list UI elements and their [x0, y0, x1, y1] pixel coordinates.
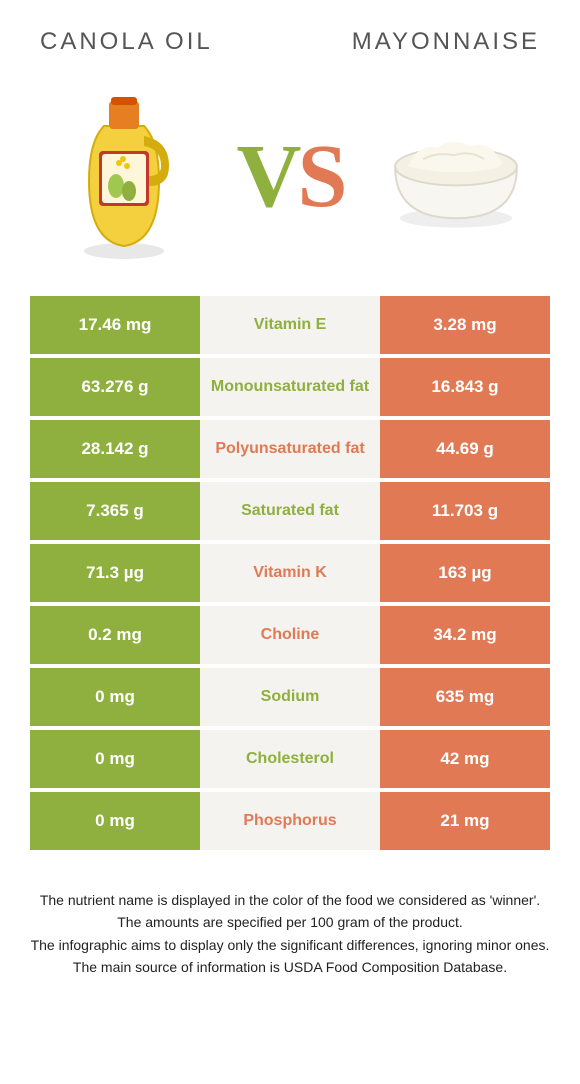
images-row: VS	[0, 76, 580, 296]
table-row: 0.2 mgCholine34.2 mg	[30, 606, 550, 664]
table-row: 28.142 gPolyunsaturated fat44.69 g	[30, 420, 550, 478]
left-value: 28.142 g	[30, 420, 200, 478]
right-value: 163 µg	[380, 544, 550, 602]
left-value: 17.46 mg	[30, 296, 200, 354]
right-value: 11.703 g	[380, 482, 550, 540]
left-value: 63.276 g	[30, 358, 200, 416]
table-row: 0 mgCholesterol42 mg	[30, 730, 550, 788]
right-food-title: MAYONNAISE	[352, 28, 540, 56]
nutrient-label: Saturated fat	[200, 482, 380, 540]
nutrient-label: Sodium	[200, 668, 380, 726]
right-value: 42 mg	[380, 730, 550, 788]
canola-oil-image	[49, 86, 199, 266]
footer-line: The main source of information is USDA F…	[20, 957, 560, 977]
nutrient-label: Vitamin E	[200, 296, 380, 354]
mayo-bowl-icon	[381, 116, 531, 236]
left-food-title: CANOLA OIL	[40, 28, 213, 56]
oil-bottle-icon	[69, 91, 179, 261]
left-value: 0 mg	[30, 730, 200, 788]
footer-notes: The nutrient name is displayed in the co…	[20, 890, 560, 977]
header: CANOLA OIL MAYONNAISE	[0, 0, 580, 76]
nutrient-label: Phosphorus	[200, 792, 380, 850]
vs-s: S	[297, 127, 343, 226]
nutrient-label: Choline	[200, 606, 380, 664]
left-value: 0 mg	[30, 668, 200, 726]
footer-line: The nutrient name is displayed in the co…	[20, 890, 560, 910]
table-row: 0 mgPhosphorus21 mg	[30, 792, 550, 850]
footer-line: The amounts are specified per 100 gram o…	[20, 912, 560, 932]
vs-label: VS	[236, 125, 343, 228]
table-row: 17.46 mgVitamin E3.28 mg	[30, 296, 550, 354]
right-value: 635 mg	[380, 668, 550, 726]
left-value: 0.2 mg	[30, 606, 200, 664]
table-row: 63.276 gMonounsaturated fat16.843 g	[30, 358, 550, 416]
nutrient-label: Monounsaturated fat	[200, 358, 380, 416]
nutrient-label: Vitamin K	[200, 544, 380, 602]
nutrient-label: Polyunsaturated fat	[200, 420, 380, 478]
right-value: 21 mg	[380, 792, 550, 850]
right-value: 16.843 g	[380, 358, 550, 416]
right-value: 3.28 mg	[380, 296, 550, 354]
table-row: 71.3 µgVitamin K163 µg	[30, 544, 550, 602]
comparison-table: 17.46 mgVitamin E3.28 mg63.276 gMonounsa…	[30, 296, 550, 850]
table-row: 7.365 gSaturated fat11.703 g	[30, 482, 550, 540]
right-value: 44.69 g	[380, 420, 550, 478]
left-value: 0 mg	[30, 792, 200, 850]
table-row: 0 mgSodium635 mg	[30, 668, 550, 726]
left-value: 7.365 g	[30, 482, 200, 540]
vs-v: V	[236, 127, 297, 226]
footer-line: The infographic aims to display only the…	[20, 935, 560, 955]
nutrient-label: Cholesterol	[200, 730, 380, 788]
right-value: 34.2 mg	[380, 606, 550, 664]
mayonnaise-image	[381, 86, 531, 266]
left-value: 71.3 µg	[30, 544, 200, 602]
